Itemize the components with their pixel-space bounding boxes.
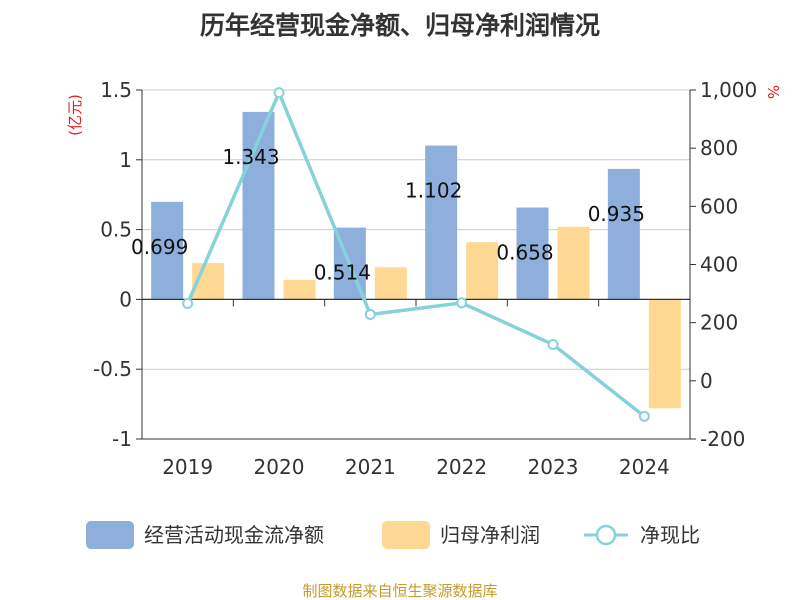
legend: 经营活动现金流净额 归母净利润 净现比 [86, 521, 700, 549]
ratio-point [364, 309, 376, 321]
legend-label-cashflow: 经营活动现金流净额 [144, 523, 324, 547]
right-tick-label: -200 [700, 427, 745, 451]
right-axis-unit: % [764, 85, 782, 99]
right-tick-label: 1,000 [700, 78, 757, 102]
left-tick-label: -0.5 [93, 357, 132, 381]
bar-profit [374, 267, 407, 300]
category-label: 2022 [436, 455, 487, 479]
bar-profit [557, 226, 590, 300]
data-label-cashflow: 0.935 [588, 202, 645, 226]
bar-profit [466, 242, 499, 300]
bar-cashflow [516, 207, 549, 300]
legend-swatch-profit [382, 521, 430, 549]
category-label: 2024 [619, 455, 670, 479]
data-label-cashflow: 0.658 [496, 241, 553, 265]
right-tick-label: 400 [700, 253, 738, 277]
left-tick-label: 0.5 [100, 218, 132, 242]
bar-cashflow [425, 145, 458, 300]
left-tick-label: 1 [119, 148, 132, 172]
ratio-point [638, 410, 650, 422]
chart-title: 历年经营现金净额、归母净利润情况 [200, 11, 600, 40]
right-tick-label: 800 [700, 136, 738, 160]
left-tick-label: 0 [119, 287, 132, 311]
ratio-series-line [186, 88, 646, 418]
category-label: 2021 [345, 455, 396, 479]
ratio-point [182, 297, 194, 309]
category-label: 2020 [254, 455, 305, 479]
data-label-cashflow: 1.343 [222, 145, 279, 169]
bar-cashflow [151, 201, 184, 300]
right-tick-label: 0 [700, 369, 713, 393]
data-source-note: 制图数据来自恒生聚源数据库 [302, 582, 497, 600]
bar-profit [283, 279, 316, 300]
left-axis-unit: (亿元) [66, 94, 84, 136]
axes: 1.5 1 0.5 0 -0.5 -1 1,000 800 600 400 200 0 -200 2019… [93, 78, 757, 479]
category-label: 2019 [162, 455, 213, 479]
bar-cashflow [607, 168, 640, 300]
data-label-cashflow: 1.102 [405, 179, 462, 203]
legend-marker-ratio [595, 524, 617, 546]
bars [151, 111, 681, 409]
right-tick-label: 200 [700, 311, 738, 335]
legend-label-ratio: 净现比 [640, 523, 700, 547]
bar-profit [648, 299, 681, 409]
legend-label-profit: 归母净利润 [440, 523, 540, 547]
data-labels: 0.699 1.343 0.514 1.102 0.658 0.935 [131, 145, 645, 285]
ratio-point [547, 338, 559, 350]
right-tick-label: 600 [700, 194, 738, 218]
ratio-line [182, 87, 650, 422]
ratio-point [456, 297, 468, 309]
ratio-point [273, 87, 285, 99]
category-label: 2023 [528, 455, 579, 479]
data-label-cashflow: 0.699 [131, 235, 188, 259]
data-label-cashflow: 0.514 [314, 261, 371, 285]
left-tick-label: -1 [112, 427, 132, 451]
left-tick-label: 1.5 [100, 78, 132, 102]
legend-swatch-cashflow [86, 521, 134, 549]
